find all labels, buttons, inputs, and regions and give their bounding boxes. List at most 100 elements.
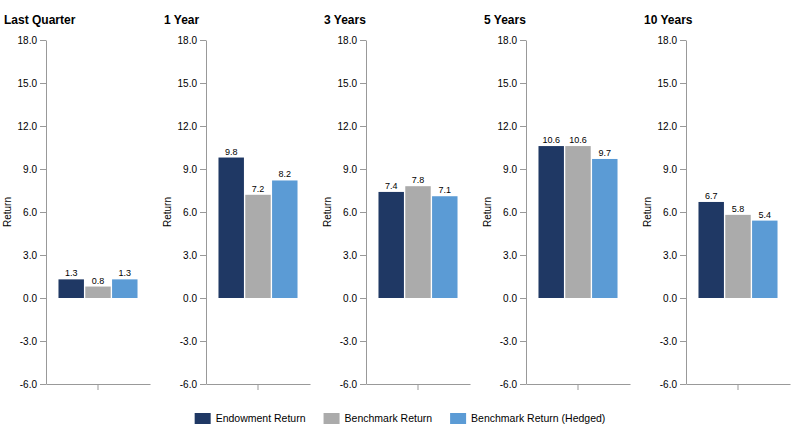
y-tick-mark xyxy=(360,126,366,127)
data-labels: 7.47.87.1 xyxy=(385,175,451,195)
y-tick: -3.0 xyxy=(660,336,686,347)
bars xyxy=(698,202,777,298)
bar xyxy=(218,158,243,298)
y-tick: 6.0 xyxy=(503,207,526,218)
y-tick-mark xyxy=(520,341,526,342)
y-tick-mark xyxy=(360,83,366,84)
data-labels: 9.87.28.2 xyxy=(225,147,291,194)
y-tick-mark xyxy=(520,169,526,170)
legend-label: Benchmark Return xyxy=(345,412,433,424)
y-tick-mark xyxy=(680,341,686,342)
y-tick-mark xyxy=(360,298,366,299)
y-tick-label: 12.0 xyxy=(338,121,358,132)
y-tick-label: -6.0 xyxy=(180,379,198,390)
y-tick-label: 0.0 xyxy=(183,293,197,304)
y-axis: -6.0-3.00.03.06.09.012.015.018.0 xyxy=(658,35,687,390)
y-tick: -3.0 xyxy=(180,336,206,347)
y-tick-mark xyxy=(360,212,366,213)
bar xyxy=(538,146,563,298)
y-tick-mark xyxy=(520,384,526,385)
y-tick-label: 18.0 xyxy=(178,35,198,46)
x-tick xyxy=(578,384,579,390)
y-tick: 12.0 xyxy=(338,121,366,132)
data-label: 5.4 xyxy=(759,210,772,220)
legend-item: Benchmark Return xyxy=(324,412,433,424)
y-tick: 3.0 xyxy=(503,250,526,261)
panel: -6.0-3.00.03.06.09.012.015.018.06.75.85.… xyxy=(642,13,791,390)
data-label: 7.2 xyxy=(252,184,265,194)
y-tick: 9.0 xyxy=(343,164,366,175)
y-tick: 12.0 xyxy=(498,121,526,132)
legend-swatch xyxy=(195,413,211,424)
bar xyxy=(432,196,457,298)
y-tick-label: -6.0 xyxy=(20,379,38,390)
y-tick-label: 6.0 xyxy=(183,207,197,218)
y-tick-label: 9.0 xyxy=(23,164,37,175)
title: 10 Years xyxy=(644,13,693,27)
x-tick xyxy=(258,384,259,390)
y-tick-mark xyxy=(520,83,526,84)
bars xyxy=(538,146,617,298)
y-tick: 18.0 xyxy=(338,35,366,46)
y-tick-mark xyxy=(520,126,526,127)
y-tick: 6.0 xyxy=(23,207,46,218)
y-tick-mark xyxy=(40,298,46,299)
y-tick-mark xyxy=(40,83,46,84)
y-tick: 9.0 xyxy=(503,164,526,175)
y-tick-mark xyxy=(360,40,366,41)
data-label: 6.7 xyxy=(705,191,718,201)
legend-label: Endowment Return xyxy=(216,412,306,424)
y-tick-label: 0.0 xyxy=(663,293,677,304)
bar xyxy=(698,202,723,298)
data-label: 10.6 xyxy=(542,135,560,145)
y-tick-label: 3.0 xyxy=(503,250,517,261)
y-tick-mark xyxy=(680,169,686,170)
x-axis xyxy=(47,384,151,390)
y-tick-label: 9.0 xyxy=(183,164,197,175)
x-axis xyxy=(527,384,631,390)
y-axis-title: Return xyxy=(2,197,13,227)
y-tick-label: 6.0 xyxy=(23,207,37,218)
x-axis xyxy=(687,384,791,390)
y-tick: 0.0 xyxy=(23,293,46,304)
y-axis-title: Return xyxy=(642,197,653,227)
bar xyxy=(245,195,270,298)
y-tick-mark xyxy=(680,298,686,299)
y-tick-label: -3.0 xyxy=(180,336,198,347)
y-tick: 18.0 xyxy=(18,35,46,46)
y-tick-label: 6.0 xyxy=(343,207,357,218)
x-tick-mark xyxy=(418,384,419,390)
data-label: 1.3 xyxy=(65,268,78,278)
y-tick-label: 3.0 xyxy=(23,250,37,261)
y-tick: 6.0 xyxy=(183,207,206,218)
y-tick-mark xyxy=(200,255,206,256)
y-tick-mark xyxy=(200,126,206,127)
y-tick: 18.0 xyxy=(178,35,206,46)
y-tick: 9.0 xyxy=(663,164,686,175)
y-tick: -6.0 xyxy=(20,379,46,390)
y-tick: 9.0 xyxy=(183,164,206,175)
x-tick-mark xyxy=(258,384,259,390)
panel: -6.0-3.00.03.06.09.012.015.018.07.47.87.… xyxy=(322,13,471,390)
y-tick-mark xyxy=(520,255,526,256)
y-axis-title: Return xyxy=(162,197,173,227)
panel: -6.0-3.00.03.06.09.012.015.018.09.87.28.… xyxy=(162,13,311,390)
y-tick-label: -6.0 xyxy=(500,379,518,390)
y-tick: 3.0 xyxy=(343,250,366,261)
y-axis-title: Return xyxy=(322,197,333,227)
y-axis-line xyxy=(526,41,527,385)
y-axis-line xyxy=(206,41,207,385)
bar xyxy=(725,215,750,298)
bar xyxy=(405,186,430,298)
x-axis xyxy=(367,384,471,390)
y-tick-label: 9.0 xyxy=(343,164,357,175)
y-tick-mark xyxy=(40,212,46,213)
y-tick-label: 12.0 xyxy=(18,121,38,132)
y-axis: -6.0-3.00.03.06.09.012.015.018.0 xyxy=(338,35,367,390)
bar xyxy=(112,279,137,298)
y-tick-mark xyxy=(520,298,526,299)
y-tick-mark xyxy=(680,212,686,213)
data-label: 7.8 xyxy=(412,175,425,185)
data-labels: 6.75.85.4 xyxy=(705,191,771,220)
y-tick-mark xyxy=(200,212,206,213)
